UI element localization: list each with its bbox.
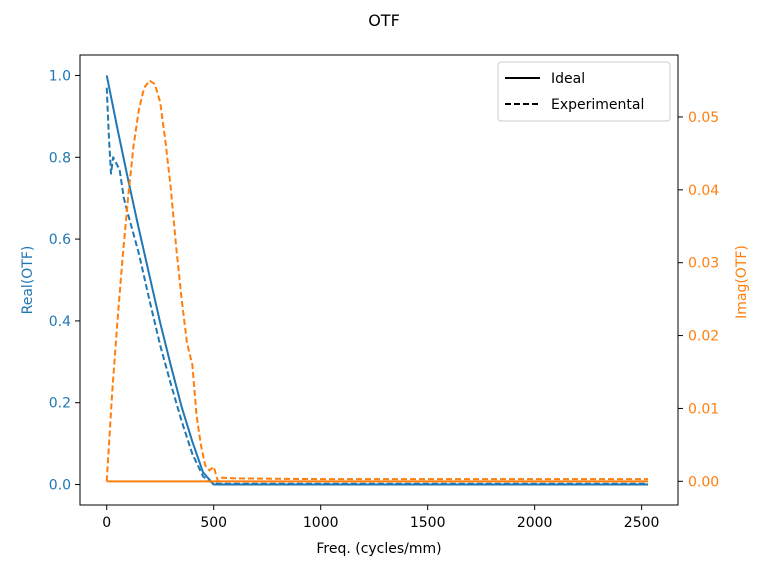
series-line-real-solid bbox=[105, 75, 649, 486]
y-left-tick-label: 0.0 bbox=[49, 478, 71, 494]
y-left-tick-label: 0.2 bbox=[49, 396, 71, 412]
x-axis-label: Freq. (cycles/mm) bbox=[316, 541, 441, 557]
y-axis-right: 0.00 0.01 0.02 0.03 0.04 0.05 bbox=[678, 110, 719, 490]
chart-title: OTF bbox=[368, 11, 400, 30]
legend: Ideal Experimental bbox=[497, 61, 671, 122]
y-right-tick-label: 0.02 bbox=[688, 329, 719, 345]
x-tick-label: 1500 bbox=[410, 515, 446, 531]
y-axis-left: 0.0 0.2 0.4 0.6 0.8 1.0 bbox=[49, 68, 80, 494]
x-tick-label: 500 bbox=[200, 515, 227, 531]
legend-box bbox=[497, 61, 671, 122]
x-tick-label: 0 bbox=[102, 515, 111, 531]
y-right-tick-label: 0.04 bbox=[688, 183, 719, 199]
x-tick-label: 1000 bbox=[303, 515, 339, 531]
legend-label-ideal: Ideal bbox=[551, 71, 585, 87]
y-axis-right-label: Imag(OTF) bbox=[734, 245, 750, 319]
plot-frame bbox=[79, 54, 679, 506]
y-axis-left-label: Real(OTF) bbox=[20, 246, 36, 315]
plot-area bbox=[79, 54, 679, 506]
y-right-tick-label: 0.05 bbox=[688, 110, 719, 126]
y-left-tick-label: 0.6 bbox=[49, 232, 71, 248]
series-line-real-dashed bbox=[105, 87, 649, 485]
y-right-tick-label: 0.00 bbox=[688, 474, 719, 490]
y-left-tick-label: 0.4 bbox=[49, 314, 71, 330]
series-line-imag-dashed bbox=[105, 79, 649, 483]
x-tick-label: 2500 bbox=[624, 515, 660, 531]
y-left-tick-label: 0.8 bbox=[49, 150, 71, 166]
y-right-tick-label: 0.01 bbox=[688, 401, 719, 417]
x-tick-label: 2000 bbox=[517, 515, 553, 531]
y-left-tick-label: 1.0 bbox=[49, 68, 71, 84]
y-right-tick-label: 0.03 bbox=[688, 256, 719, 272]
legend-label-experimental: Experimental bbox=[551, 97, 644, 113]
x-axis: 0 500 1000 1500 2000 2500 bbox=[102, 505, 659, 531]
